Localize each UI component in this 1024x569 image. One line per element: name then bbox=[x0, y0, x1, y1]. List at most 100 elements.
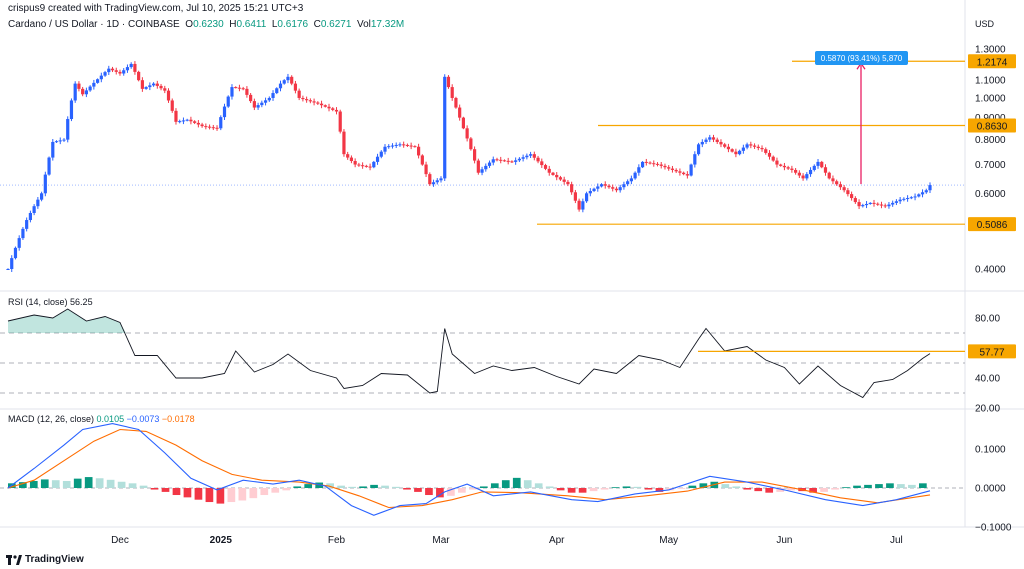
candle bbox=[797, 172, 801, 176]
macd-histogram-bar bbox=[304, 484, 313, 488]
candle bbox=[499, 159, 503, 161]
candle bbox=[846, 190, 850, 195]
candle bbox=[864, 203, 869, 206]
time-tick-label: Feb bbox=[328, 535, 346, 546]
macd-title[interactable]: MACD (12, 26, close) 0.0105 −0.0073 −0.0… bbox=[8, 414, 195, 424]
candle bbox=[140, 80, 144, 89]
candle bbox=[196, 122, 200, 125]
macd-histogram-bar bbox=[897, 484, 905, 488]
price-tick-label: 0.8000 bbox=[975, 135, 1006, 146]
candle bbox=[428, 174, 432, 185]
macd-histogram-bar bbox=[128, 483, 137, 488]
candle bbox=[752, 145, 757, 147]
candle bbox=[782, 165, 787, 168]
symbol-name[interactable]: Cardano / US Dollar · 1D · COINBASE bbox=[8, 19, 180, 30]
candle bbox=[88, 86, 92, 91]
low-label: L bbox=[271, 19, 278, 30]
candle bbox=[319, 103, 324, 106]
candle bbox=[166, 90, 171, 101]
candle bbox=[711, 137, 716, 140]
candle bbox=[17, 238, 21, 248]
measure-tooltip bbox=[815, 51, 908, 65]
candle bbox=[346, 154, 350, 158]
macd-histogram-bar bbox=[18, 482, 27, 488]
level-price-label: 1.2174 bbox=[977, 57, 1008, 68]
candle bbox=[323, 105, 327, 107]
candle bbox=[174, 110, 178, 122]
candle bbox=[734, 151, 738, 155]
candle bbox=[103, 72, 107, 76]
candle bbox=[469, 138, 473, 150]
candle bbox=[906, 198, 910, 200]
high-label: H bbox=[229, 19, 237, 30]
candle bbox=[894, 201, 899, 203]
candle bbox=[790, 168, 794, 170]
candle bbox=[458, 107, 462, 118]
candle bbox=[637, 167, 641, 173]
candle bbox=[898, 199, 902, 202]
candle bbox=[510, 161, 514, 163]
measure-tooltip-text: 0.5870 (93.41%) 5,870 bbox=[821, 54, 903, 63]
candle bbox=[633, 172, 637, 179]
macd-histogram-bar bbox=[600, 488, 609, 490]
candle bbox=[267, 97, 271, 101]
candle bbox=[644, 161, 648, 163]
candle bbox=[614, 188, 619, 191]
candle bbox=[122, 70, 126, 74]
macd-tick-label: 0.1000 bbox=[975, 445, 1006, 456]
candle bbox=[924, 190, 928, 193]
candle bbox=[596, 186, 600, 189]
candle bbox=[390, 145, 395, 147]
candle bbox=[364, 165, 368, 167]
candle bbox=[181, 120, 186, 122]
candle bbox=[555, 174, 559, 178]
price-tick-label: 1.0000 bbox=[975, 93, 1006, 104]
candle bbox=[891, 202, 895, 205]
candle bbox=[476, 160, 480, 173]
candle bbox=[506, 160, 510, 162]
candle bbox=[928, 185, 932, 191]
candle bbox=[58, 140, 62, 142]
macd-histogram-bar bbox=[842, 487, 850, 489]
macd-histogram-bar bbox=[864, 484, 872, 488]
candle bbox=[62, 139, 66, 141]
time-tick-label: 2025 bbox=[210, 535, 233, 546]
candle bbox=[909, 197, 913, 199]
candle bbox=[570, 184, 574, 193]
candle bbox=[51, 141, 55, 158]
candle bbox=[611, 187, 615, 189]
candle bbox=[151, 83, 156, 86]
macd-histogram-bar bbox=[337, 485, 345, 488]
macd-histogram-bar bbox=[205, 488, 214, 503]
currency-label: USD bbox=[975, 19, 995, 29]
candle bbox=[663, 165, 667, 168]
macd-histogram-bar bbox=[51, 480, 60, 488]
macd-histogram-bar bbox=[523, 480, 532, 488]
macd-histogram-bar bbox=[534, 483, 543, 488]
volume-label: Vol bbox=[356, 19, 371, 30]
rsi-title[interactable]: RSI (14, close) 56.25 bbox=[8, 297, 93, 307]
candle bbox=[816, 161, 820, 166]
tradingview-footer[interactable]: TradingView bbox=[6, 554, 84, 565]
candle bbox=[163, 88, 167, 91]
candle bbox=[831, 178, 835, 182]
rsi-tick-label: 20.00 bbox=[975, 404, 1000, 415]
candle bbox=[801, 175, 805, 179]
candle bbox=[290, 76, 294, 84]
candle bbox=[573, 192, 577, 201]
candle bbox=[402, 144, 406, 146]
tradingview-logo-icon bbox=[6, 554, 22, 565]
candle bbox=[655, 163, 660, 165]
macd-histogram-bar bbox=[743, 488, 752, 490]
candle bbox=[118, 71, 122, 74]
rsi-overbought-fill bbox=[8, 309, 126, 333]
level-price-tag bbox=[968, 118, 1016, 133]
candle bbox=[137, 71, 141, 81]
candle bbox=[107, 68, 111, 73]
candle bbox=[528, 154, 533, 156]
candle bbox=[652, 163, 656, 165]
candle bbox=[682, 172, 686, 175]
candle bbox=[667, 167, 671, 169]
candle bbox=[334, 109, 339, 112]
